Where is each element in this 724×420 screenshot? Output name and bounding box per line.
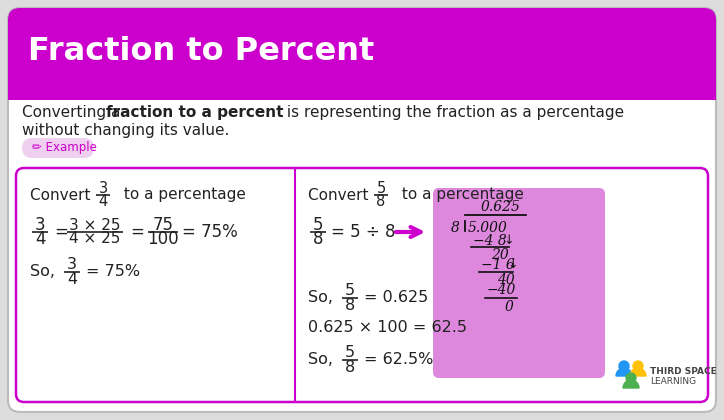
Circle shape (626, 373, 636, 383)
Wedge shape (616, 368, 632, 376)
Text: Converting a: Converting a (22, 105, 125, 120)
Text: 8: 8 (345, 360, 355, 375)
Text: −40: −40 (487, 283, 516, 297)
Text: to a percentage: to a percentage (119, 187, 246, 202)
Text: 5: 5 (345, 284, 355, 298)
Text: to a percentage: to a percentage (397, 187, 524, 202)
Text: 8: 8 (376, 194, 386, 209)
Text: 8: 8 (313, 231, 323, 249)
Text: Convert: Convert (308, 187, 374, 202)
Text: 4: 4 (35, 231, 45, 249)
Text: 5: 5 (345, 345, 355, 360)
FancyBboxPatch shape (433, 188, 605, 378)
Text: = 62.5%: = 62.5% (364, 352, 434, 368)
Text: 5.000: 5.000 (468, 221, 508, 235)
Text: 3 × 25: 3 × 25 (70, 218, 121, 233)
Text: 75: 75 (153, 215, 174, 234)
Text: LEARNING: LEARNING (650, 378, 696, 386)
Text: 3: 3 (98, 181, 108, 196)
Text: THIRD SPACE: THIRD SPACE (650, 368, 717, 376)
Text: ↓: ↓ (507, 258, 518, 271)
Text: is representing the fraction as a percentage: is representing the fraction as a percen… (282, 105, 624, 120)
Text: = 75%: = 75% (182, 223, 237, 241)
Text: −1 6: −1 6 (481, 258, 515, 272)
FancyBboxPatch shape (8, 8, 716, 98)
Text: 5: 5 (313, 215, 323, 234)
Text: without changing its value.: without changing its value. (22, 123, 230, 137)
Text: So,: So, (30, 265, 60, 279)
Text: 8: 8 (345, 298, 355, 312)
Text: 100: 100 (147, 231, 179, 249)
FancyBboxPatch shape (22, 138, 94, 158)
FancyBboxPatch shape (16, 168, 708, 402)
FancyBboxPatch shape (8, 8, 716, 412)
Text: Convert: Convert (30, 187, 96, 202)
Text: = 5 ÷ 8: = 5 ÷ 8 (331, 223, 395, 241)
Text: =: = (130, 223, 144, 241)
Text: 40: 40 (497, 273, 515, 287)
Text: 0: 0 (505, 300, 514, 314)
Text: ✏ Example: ✏ Example (32, 142, 97, 155)
Text: So,: So, (308, 291, 338, 305)
Text: Fraction to Percent: Fraction to Percent (28, 37, 374, 68)
Text: 3: 3 (35, 215, 46, 234)
Text: 20: 20 (491, 248, 509, 262)
Text: ↓: ↓ (503, 234, 513, 247)
Text: = 0.625: = 0.625 (364, 291, 429, 305)
Text: fraction to a percent: fraction to a percent (106, 105, 284, 120)
Text: 4: 4 (67, 272, 77, 286)
Wedge shape (623, 380, 639, 388)
Text: 3: 3 (67, 257, 77, 272)
Text: =: = (54, 223, 68, 241)
Circle shape (619, 361, 629, 371)
Text: 5: 5 (376, 181, 386, 196)
Text: 4: 4 (98, 194, 108, 209)
Text: 0.625 × 100 = 62.5: 0.625 × 100 = 62.5 (308, 320, 467, 336)
Text: 0.625: 0.625 (481, 200, 521, 214)
Text: 4 × 25: 4 × 25 (70, 231, 121, 246)
Circle shape (633, 361, 643, 371)
Text: So,: So, (308, 352, 338, 368)
Wedge shape (630, 368, 646, 376)
Text: −4 8: −4 8 (473, 234, 507, 248)
Text: = 75%: = 75% (86, 265, 140, 279)
Bar (8, 53, 716, 100)
Text: 8: 8 (451, 221, 460, 235)
